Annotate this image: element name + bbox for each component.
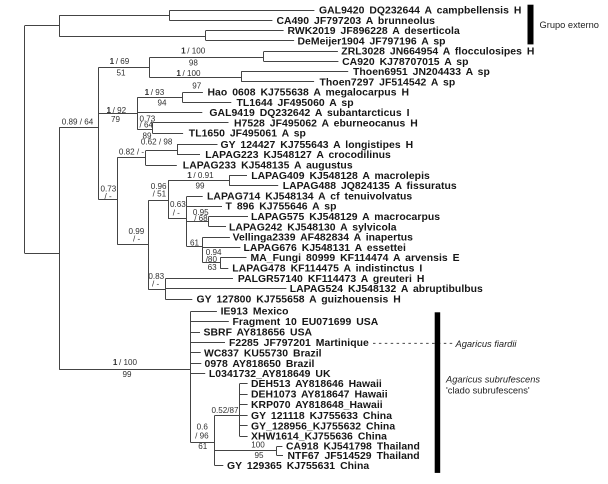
svg-text:0.94: 0.94 [206,248,222,257]
svg-text:Agaricus subrufescens: Agaricus subrufescens [445,374,540,384]
svg-text:CA918 KJ541798 Thailand: CA918 KJ541798 Thailand [286,441,420,452]
svg-text:DEH1073 AY818647 Hawaii: DEH1073 AY818647 Hawaii [251,390,388,401]
svg-text:RWK2019 JF896228 A deserticola: RWK2019 JF896228 A deserticola [288,26,460,37]
svg-text:1 / 100: 1 / 100 [181,46,206,55]
svg-text:0.73: 0.73 [101,185,117,194]
svg-text:0.62 / 98: 0.62 / 98 [141,137,173,146]
svg-text:89: 89 [143,132,153,141]
svg-text:0.99: 0.99 [129,227,145,236]
svg-text:DeMeijer1904 JF797196 A sp: DeMeijer1904 JF797196 A sp [298,36,446,47]
svg-text:LAPAG488 JQ824135 A fissuratus: LAPAG488 JQ824135 A fissuratus [283,181,457,192]
svg-text:0.73: 0.73 [140,115,156,124]
svg-text:51: 51 [116,69,126,78]
svg-text:SBRF AY818656 USA: SBRF AY818656 USA [204,328,313,339]
svg-text:NTF67 JF514529 Thailand: NTF67 JF514529 Thailand [288,451,420,462]
svg-text:LAPAG676 KJ548131 A essettei: LAPAG676 KJ548131 A essettei [244,243,406,254]
svg-text:/ 96: / 96 [195,432,209,441]
svg-text:79: 79 [111,115,121,124]
svg-text:XHW1614_KJ755636 China: XHW1614_KJ755636 China [251,432,387,443]
svg-text:LAPAG242 KJ548130 A sylvicola: LAPAG242 KJ548130 A sylvicola [229,222,397,233]
svg-text:KRP070 AY818648_Hawaii: KRP070 AY818648_Hawaii [251,400,383,411]
svg-text:/ -: / - [105,192,112,201]
svg-text:DEH513 AY818646 Hawaii: DEH513 AY818646 Hawaii [251,379,382,390]
svg-text:100: 100 [251,440,265,449]
svg-text:0.95: 0.95 [193,208,209,217]
svg-text:WC837 KU55730 Brazil: WC837 KU55730 Brazil [204,348,322,359]
svg-text:1 / 100: 1 / 100 [176,69,201,78]
svg-text:0978 AY818650 Brazil: 0978 AY818650 Brazil [205,359,315,370]
svg-text:IE913 Mexico: IE913 Mexico [221,307,289,318]
svg-text:Agaricus fiardii: Agaricus fiardii [455,339,518,349]
svg-text:0.6: 0.6 [197,423,209,432]
svg-text:TL1650 JF495061 A sp: TL1650 JF495061 A sp [189,129,306,140]
svg-text:1 / 100: 1 / 100 [113,358,138,367]
svg-text:/ 51: / 51 [153,190,167,199]
svg-text:Hao 0608 KJ755638 A megalocarp: Hao 0608 KJ755638 A megalocarpus H [208,88,410,99]
svg-text:LAPAG714 KJ548134 A cf tenuivo: LAPAG714 KJ548134 A cf tenuivolvatus [207,191,412,202]
svg-text:0.89 / 64: 0.89 / 64 [62,117,94,126]
svg-text:63: 63 [208,263,218,272]
svg-text:0.82 / -: 0.82 / - [119,148,144,157]
svg-text:97: 97 [192,81,202,90]
svg-text:T 896 KJ755646 A sp: T 896 KJ755646 A sp [226,202,337,213]
svg-text:94: 94 [157,99,167,108]
svg-text:LAPAG575 KJ548129 A macrocarpu: LAPAG575 KJ548129 A macrocarpus [251,212,440,223]
svg-text:GY 127800 KJ755658 A guizhouen: GY 127800 KJ755658 A guizhouensis H [197,294,401,305]
svg-text:1 / 69: 1 / 69 [110,57,130,66]
svg-text:99: 99 [195,182,205,191]
svg-text:0.96: 0.96 [151,182,167,191]
svg-text:'clado subrufescens': 'clado subrufescens' [446,386,530,396]
svg-text:1 / 93: 1 / 93 [145,88,165,97]
svg-text:61: 61 [190,239,200,248]
svg-text:0.63: 0.63 [170,200,186,209]
svg-text:Thoen7297 JF514542 A sp: Thoen7297 JF514542 A sp [320,77,456,88]
svg-text:0.83: 0.83 [148,272,164,281]
svg-text:GY 124427 KJ755643 A longistip: GY 124427 KJ755643 A longistipes H [221,140,414,151]
svg-text:PALGR57140 KF114473 A greuteri: PALGR57140 KF114473 A greuteri H [238,274,425,285]
svg-text:1 / 92: 1 / 92 [106,106,126,115]
svg-text:/ -: / - [173,209,180,218]
svg-text:LAPAG233 KJ548135 A augustus: LAPAG233 KJ548135 A augustus [183,161,353,172]
svg-text:LAPAG223 KJ548127 A crocodilin: LAPAG223 KJ548127 A crocodilinus [205,150,391,161]
svg-text:95: 95 [254,451,264,460]
svg-text:ZRL3028 JN664954 A flocculosip: ZRL3028 JN664954 A flocculosipes H [341,47,534,58]
svg-text:1 / 0.91: 1 / 0.91 [187,171,214,180]
svg-text:TL1644 JF495060 A sp: TL1644 JF495060 A sp [237,98,354,109]
svg-text:GY 121118 KJ755633 China: GY 121118 KJ755633 China [251,411,392,422]
svg-text:GAL9420 DQ232644 A campbellens: GAL9420 DQ232644 A campbellensis H [319,6,521,17]
svg-text:CA490 JF797203 A brunneolus: CA490 JF797203 A brunneolus [277,16,436,27]
svg-text:LAPAG478 KF114475 A indistinct: LAPAG478 KF114475 A indistinctus I [232,264,422,275]
svg-text:/80: /80 [206,255,218,264]
svg-text:L0341732_AY818649 UK: L0341732_AY818649 UK [209,369,331,380]
svg-text:Fragment 10 EU071699 USA: Fragment 10 EU071699 USA [233,317,379,328]
svg-text:/ -: / - [133,235,140,244]
svg-text:H7528 JF495062 A eburneocanus: H7528 JF495062 A eburneocanus H [234,118,418,129]
svg-text:Vellinga2339 AF482834 A inaper: Vellinga2339 AF482834 A inapertus [233,233,414,244]
svg-text:61: 61 [198,442,208,451]
svg-text:GY 129365 KJ755631 China: GY 129365 KJ755631 China [227,461,369,472]
svg-text:/ 68: / 68 [194,214,208,223]
svg-text:MA_Fungi 80999 KF114474 A arve: MA_Fungi 80999 KF114474 A arvensis E [251,253,460,264]
svg-text:/ 64: / 64 [140,120,154,129]
svg-text:0.52/87: 0.52/87 [211,406,239,415]
svg-text:/ -: / - [152,280,159,289]
svg-text:99: 99 [122,370,132,379]
svg-text:98: 98 [189,59,199,68]
svg-text:CA920 KJ78707015 A sp: CA920 KJ78707015 A sp [342,57,468,68]
svg-text:GAL9419 DQ232642 A subantarcti: GAL9419 DQ232642 A subantarcticus I [209,108,409,119]
svg-text:Grupo externo: Grupo externo [540,20,599,30]
svg-text:LAPAG409 KJ548128 A macrolepis: LAPAG409 KJ548128 A macrolepis [251,171,430,182]
svg-text:Thoen6951 JN204433 A sp: Thoen6951 JN204433 A sp [353,67,490,78]
svg-text:LAPAG524 KJ548132 A abruptibul: LAPAG524 KJ548132 A abruptibulbus [290,284,483,295]
svg-text:F2285 JF797201 Martinique: F2285 JF797201 Martinique [229,338,369,349]
svg-text:GY_128956_KJ755632 China: GY_128956_KJ755632 China [251,421,395,432]
